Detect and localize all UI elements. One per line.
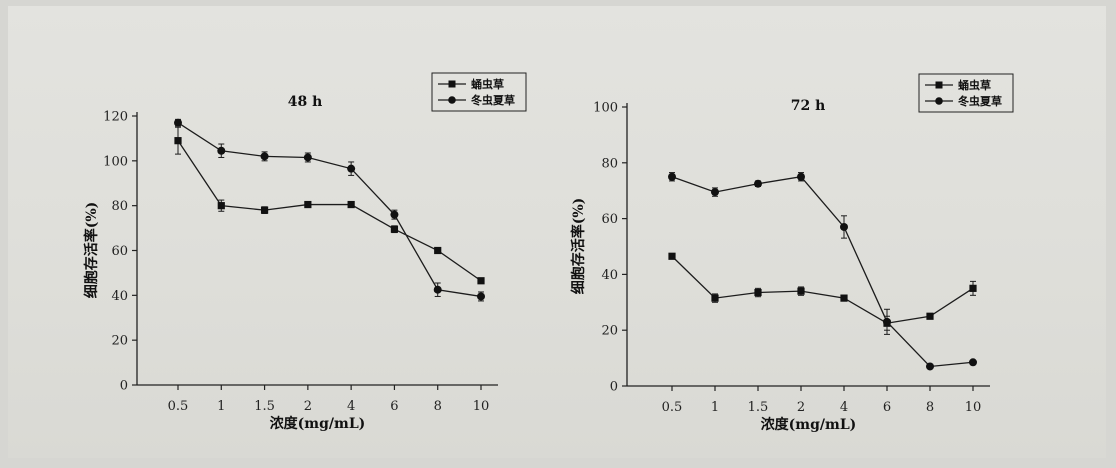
y-tick-label: 80 [111, 199, 128, 214]
data-point-circle [668, 172, 676, 181]
data-point-circle [477, 292, 485, 301]
x-tick-label: 8 [434, 399, 442, 414]
y-tick-label: 60 [601, 212, 618, 227]
x-axis-label: 浓度(mg/mL) [761, 416, 857, 433]
data-point-circle [260, 152, 269, 161]
y-tick-label: 60 [111, 244, 128, 259]
chart-panel-48h: 0 20 40 60 80 100 120 0.5 1 1.5 2 4 6 8 10 48 h 浓度(mg/mL… [83, 72, 527, 432]
x-tick-label: 2 [797, 400, 805, 415]
y-axis-label: 细胞存活率(%) [83, 202, 100, 299]
legend-marker-circle [448, 96, 456, 104]
data-point-square [754, 288, 762, 297]
data-point-circle [390, 210, 399, 219]
data-point-square [217, 202, 225, 210]
data-point-circle [217, 146, 226, 155]
y-tick-label: 100 [593, 101, 618, 116]
legend-label: 蛹虫草 [958, 78, 991, 92]
x-tick-label: 1 [217, 399, 225, 414]
data-point-square [969, 284, 977, 292]
data-point-square [711, 294, 719, 302]
y-tick-label: 0 [610, 380, 618, 395]
series-line [177, 122, 482, 298]
x-tick-label: 10 [473, 399, 490, 414]
data-point-square [304, 200, 312, 209]
data-point-circle [926, 362, 934, 371]
data-point-square [668, 252, 676, 260]
y-tick-label: 20 [111, 334, 128, 349]
x-tick-label: 2 [304, 399, 312, 414]
x-tick-label: 1.5 [254, 399, 275, 414]
series-line [671, 255, 974, 324]
chart-panel-72h: 0 20 40 60 80 100 0.5 1 1.5 2 4 6 8 10 72 h 浓度(mg/mL) 细胞… [570, 73, 1014, 433]
y-tick-label: 80 [601, 156, 618, 171]
y-tick-label: 0 [120, 379, 128, 394]
data-point-circle [711, 188, 719, 197]
y-tick-label: 20 [601, 324, 618, 339]
data-point-square [477, 277, 485, 285]
x-tick-label: 1.5 [748, 400, 769, 415]
legend-label: 蛹虫草 [471, 77, 504, 91]
chart-title: 72 h [791, 98, 826, 114]
x-tick-label: 8 [926, 400, 934, 415]
x-tick-label: 4 [840, 400, 848, 415]
x-tick-label: 6 [883, 400, 891, 415]
x-axis-label: 浓度(mg/mL) [270, 415, 366, 432]
x-tick-label: 4 [347, 399, 355, 414]
legend-label: 冬虫夏草 [471, 93, 515, 107]
y-axis-label: 细胞存活率(%) [570, 198, 587, 295]
data-point-circle [174, 118, 182, 127]
x-tick-label: 6 [390, 399, 398, 414]
data-point-square [926, 312, 934, 320]
x-tick-label: 0.5 [662, 400, 683, 415]
legend-box [431, 72, 527, 112]
data-point-circle [797, 172, 805, 181]
legend-marker-square [448, 80, 456, 88]
data-point-square [434, 246, 442, 255]
data-point-circle [840, 222, 848, 231]
legend-marker-circle [935, 97, 943, 105]
data-point-square [174, 137, 182, 145]
data-point-circle [969, 358, 977, 367]
series-line [671, 176, 974, 368]
series-line [177, 140, 482, 282]
legend-marker-square [935, 81, 943, 89]
data-point-circle [433, 285, 442, 294]
data-point-circle [347, 164, 356, 173]
legend-label: 冬虫夏草 [958, 94, 1002, 108]
data-point-square [260, 206, 269, 214]
legend-box [918, 73, 1014, 113]
data-point-circle [883, 317, 891, 326]
data-point-square [840, 294, 848, 302]
data-point-circle [754, 179, 762, 188]
y-tick-label: 100 [103, 154, 128, 169]
y-tick-label: 120 [103, 110, 128, 125]
data-point-square [390, 225, 399, 233]
figure-background [8, 6, 1106, 458]
y-tick-label: 40 [601, 268, 618, 283]
data-point-square [347, 200, 355, 209]
chart-title: 48 h [288, 94, 323, 110]
x-tick-label: 10 [965, 400, 982, 415]
x-tick-label: 1 [711, 400, 719, 415]
x-tick-label: 0.5 [168, 399, 189, 414]
data-point-square [797, 287, 805, 295]
data-point-circle [303, 153, 312, 162]
y-tick-label: 40 [111, 289, 128, 304]
